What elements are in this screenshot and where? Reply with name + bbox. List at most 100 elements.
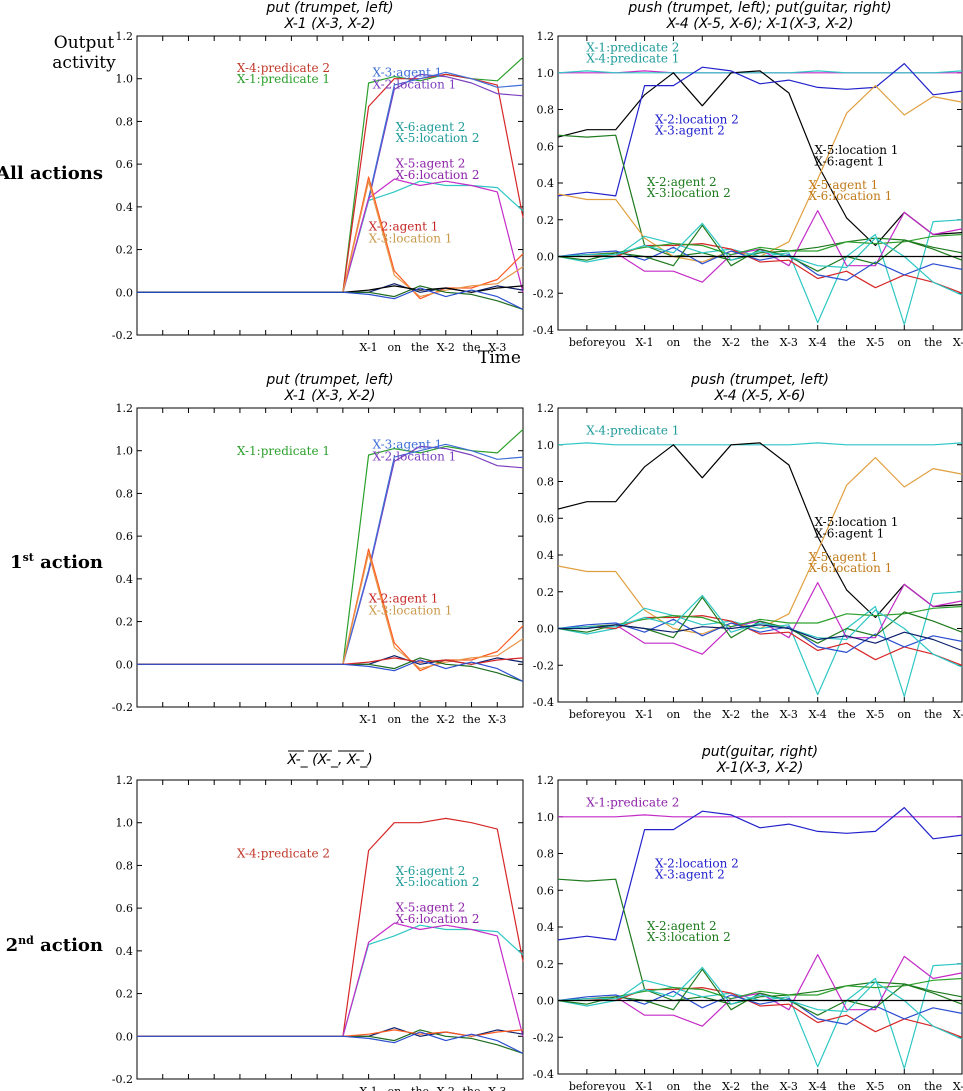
panel-2-row-label: 1st action	[10, 551, 103, 573]
panel-5-series-line	[557, 963, 963, 1070]
panel-1-xtick-label: X-4	[809, 336, 827, 349]
panel-5-xtick-label: X-1	[635, 1080, 653, 1091]
panel-0-series-line	[137, 287, 524, 310]
panel-1-series-line	[557, 219, 963, 326]
panel-3-annotation: X-5:location 1	[815, 515, 899, 529]
panel-0-ylabel: Output	[54, 33, 115, 53]
panel-3-ytick-label: 0.6	[537, 512, 555, 525]
panel-3-xtick-label: the	[751, 708, 769, 721]
panel-5-ytick-label: 0.4	[537, 921, 555, 934]
panel-5-xtick-label: X-4	[809, 1080, 827, 1091]
panel-1-ytick-label: 0.2	[537, 214, 555, 227]
panel-1-ytick-label: 1.0	[537, 67, 555, 80]
panel-0-annotation: X-5:location 2	[396, 131, 480, 145]
panel-1-xtick-label: you	[605, 336, 626, 349]
panel-1-annotation: X-4:predicate 1	[586, 51, 679, 65]
panel-1-series-line	[557, 70, 963, 247]
panel-4-ytick-label: 0.2	[116, 988, 134, 1001]
panel-2-xtick-label: on	[387, 713, 401, 726]
panel-2-annotation: X-1:predicate 1	[237, 444, 330, 458]
panel-3-xtick-label: the	[693, 708, 711, 721]
panel-1-annotation: X-2:agent 2	[647, 175, 717, 189]
panel-0-row-label: All actions	[0, 163, 103, 184]
panel-4-annotation: X-5:agent 2	[396, 901, 466, 915]
panel-3-series-line	[557, 605, 963, 630]
panel-0-xtick-label: on	[387, 341, 401, 354]
panel-1-ytick-label: 1.2	[537, 30, 555, 43]
panel-5-xtick-label: X-5	[866, 1080, 884, 1091]
panel-4-ytick-label: 1.2	[116, 774, 134, 787]
panel-5-ytick-label: 1.0	[537, 811, 555, 824]
panel-1-xtick-label: X-1	[635, 336, 653, 349]
panel-1-xtick-label: the	[838, 336, 856, 349]
panel-0-series-line	[137, 73, 524, 293]
panel-5-ytick-label: 0.0	[537, 995, 555, 1008]
panel-3-ytick-label: 0.0	[537, 623, 555, 636]
panel-2-ytick-label: 1.2	[116, 402, 134, 415]
panel-2-subtitle: X-1 (X-3, X-2)	[283, 388, 375, 404]
panel-1-annotation: X-6:location 1	[808, 189, 892, 203]
panel-4-xtick-label: X-1	[360, 1085, 378, 1091]
panel-4-frame	[136, 779, 524, 1080]
panel-3-series-line	[557, 614, 963, 666]
panel-1-ytick-label: 0.0	[537, 251, 555, 264]
panel-0-xtick-label: X-3	[488, 341, 506, 354]
panel-3-series-line	[557, 594, 963, 668]
panel-5-ytick-label: 0.2	[537, 958, 555, 971]
panel-0-annotation: X-3:location 1	[369, 231, 453, 245]
panel-1-ytick-label: 0.4	[537, 177, 555, 190]
panel-5-series-line	[557, 806, 963, 941]
panel-0-series-line	[137, 176, 524, 300]
panel-0-annotation: X-5:agent 2	[396, 157, 466, 171]
panel-1-series-line	[557, 70, 963, 74]
panel-2-xtick-label: the	[463, 713, 481, 726]
panel-5-title: put(guitar, right)	[701, 744, 818, 760]
panel-2-series-line	[137, 548, 524, 672]
panel-0-ytick-label: 0.0	[116, 286, 134, 299]
panel-0-series-line	[137, 180, 524, 298]
panel-2-annotation: X-2:agent 1	[369, 591, 439, 605]
panel-1-xtick-label: on	[667, 336, 681, 349]
panel-4-row-label: 2nd action	[6, 934, 103, 956]
panel-5-annotation: X-3:agent 2	[655, 867, 725, 881]
panel-1-ytick-label: 0.8	[537, 104, 555, 117]
panel-5-series-line	[557, 966, 963, 1040]
panel-5-ytick-label: -0.2	[533, 1031, 554, 1044]
panel-3-annotation: X-6:agent 1	[815, 526, 885, 540]
panel-1-annotation: X-6:agent 1	[815, 154, 885, 168]
panel-4-annotation: X-5:location 2	[396, 875, 480, 889]
panel-5-annotation: X-1:predicate 2	[586, 795, 679, 809]
panel-3-xtick-label: before	[569, 708, 605, 721]
panel-3-ytick-label: -0.4	[533, 696, 554, 709]
panel-3-xtick-label: X-3	[780, 708, 798, 721]
panel-0-ytick-label: 1.0	[116, 73, 134, 86]
panel-0-xtick-label: X-1	[360, 341, 378, 354]
panel-1-series-line	[557, 243, 963, 294]
panel-5-ytick-label: 1.2	[537, 774, 555, 787]
panel-0-ytick-label: 0.2	[116, 244, 134, 257]
panel-3-series-line	[557, 581, 963, 655]
panel-5-series-line	[557, 968, 963, 1016]
panel-3-series-line	[557, 591, 963, 698]
panel-0-series-line	[137, 180, 524, 293]
panel-0-ytick-label: -0.2	[112, 329, 133, 342]
panel-4-series-line	[137, 1029, 524, 1054]
panel-2-xtick-label: X-1	[360, 713, 378, 726]
panel-0-xtick-label: the	[463, 341, 481, 354]
panel-5-series-line	[557, 878, 963, 1005]
panel-4-annotation: X-6:location 2	[396, 912, 480, 926]
panel-5-annotation: X-2:agent 2	[647, 919, 717, 933]
panel-2-title: put (trumpet, left)	[265, 372, 393, 388]
panel-1-series-line	[557, 134, 963, 261]
panel-0-annotation: X-4:predicate 2	[237, 61, 330, 75]
panel-3-xtick-label: X-1	[635, 708, 653, 721]
panel-4-xtick-label: the	[463, 1085, 481, 1091]
panel-0-subtitle: X-1 (X-3, X-2)	[283, 16, 375, 32]
panel-1-series-line	[557, 224, 963, 272]
panel-0-ytick-label: 0.8	[116, 115, 134, 128]
panel-2-ytick-label: 0.6	[116, 530, 134, 543]
panel-3-series-line	[557, 442, 963, 446]
panel-5-xtick-label: the	[751, 1080, 769, 1091]
panel-5-series-line	[557, 986, 963, 1038]
panel-0-ytick-label: 0.6	[116, 158, 134, 171]
